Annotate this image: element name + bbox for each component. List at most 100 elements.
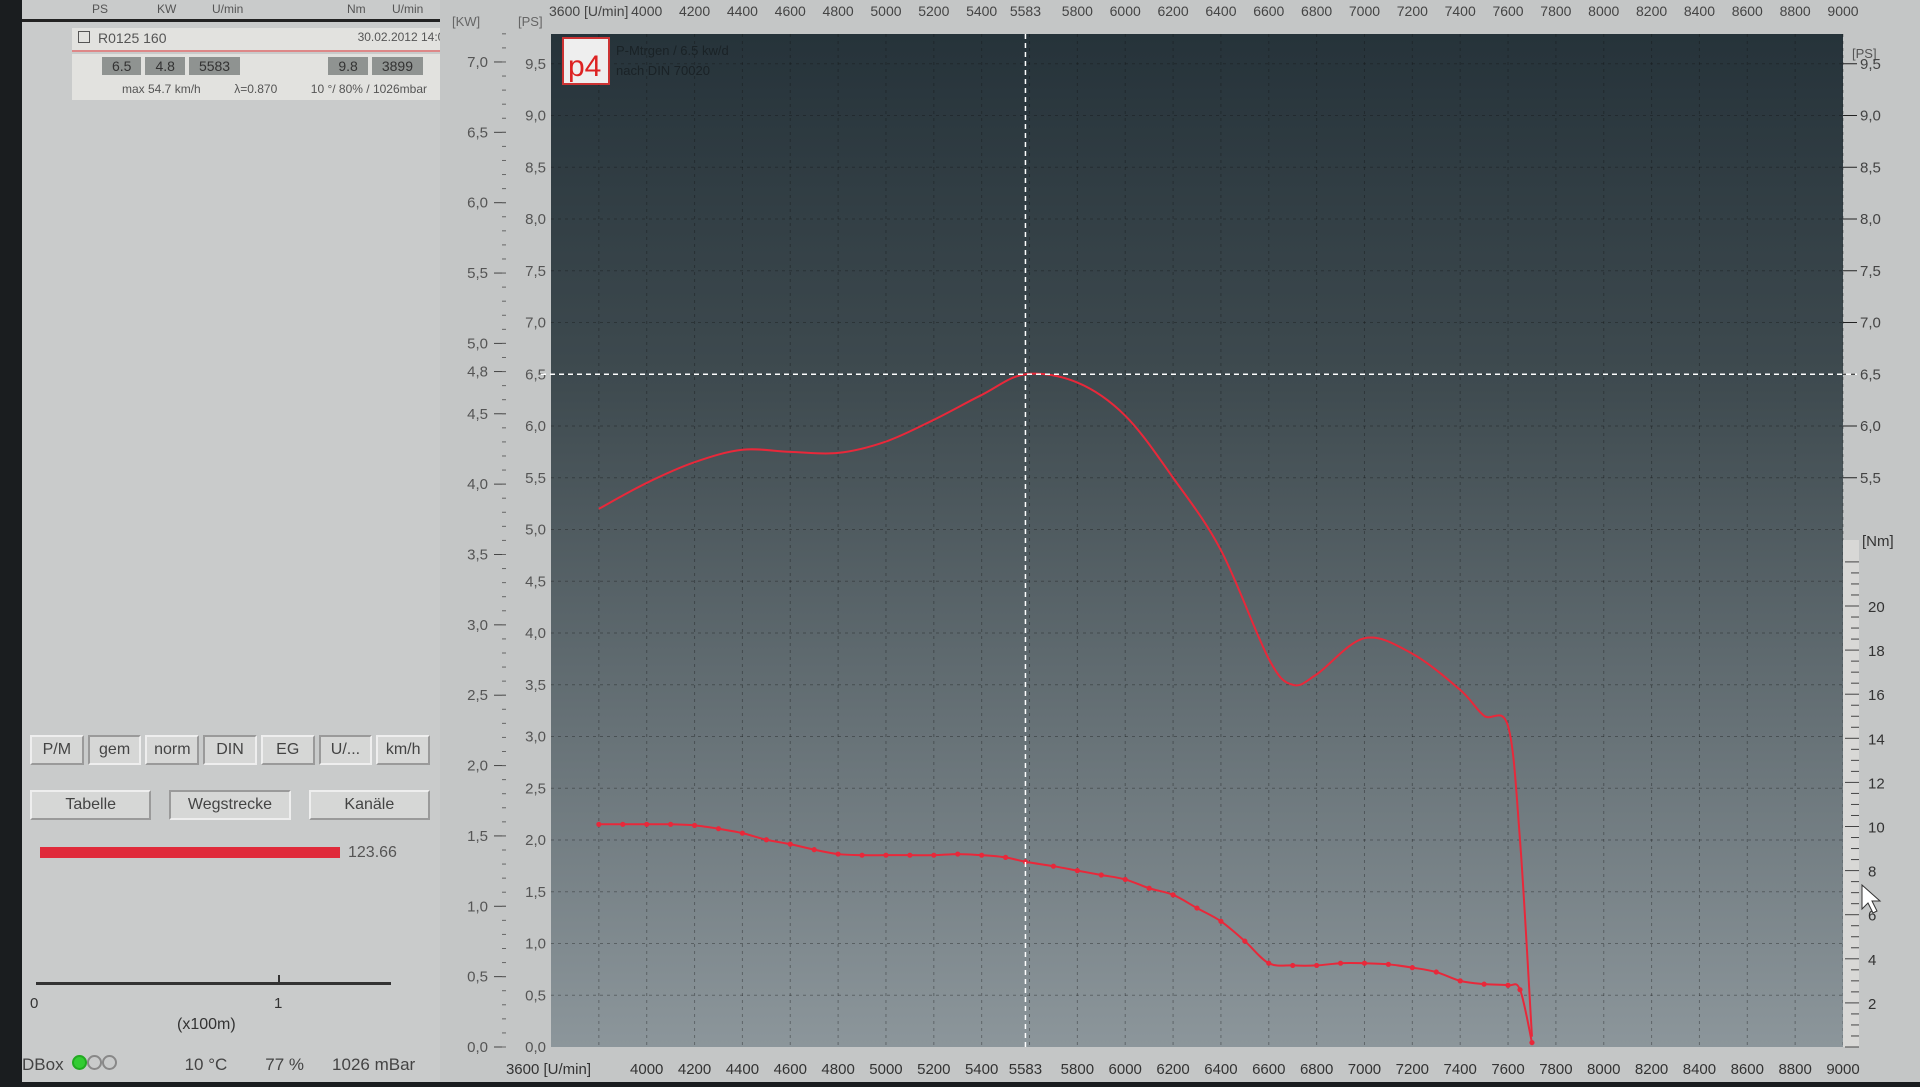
torque-point bbox=[1098, 872, 1104, 878]
pressure: 1026 mBar bbox=[332, 1055, 416, 1074]
torque-point bbox=[1517, 987, 1523, 993]
lambda: λ=0.870 bbox=[234, 82, 278, 96]
torque-point bbox=[1409, 965, 1415, 971]
plot-area[interactable] bbox=[551, 34, 1843, 1047]
x-tick-label-bottom: 7400 bbox=[1443, 1061, 1476, 1078]
x-tick-label-bottom: 9000 bbox=[1826, 1061, 1859, 1078]
ps-tick-label: 7,0 bbox=[525, 315, 546, 332]
rpm-button[interactable]: U/... bbox=[318, 735, 373, 765]
x-tick-label-bottom: 4200 bbox=[678, 1061, 711, 1078]
connection-leds bbox=[71, 1055, 117, 1075]
x-tick-label-bottom: 7800 bbox=[1539, 1061, 1572, 1078]
ps-tick-label: 4,0 bbox=[525, 625, 546, 642]
ps-tick-label: 8,0 bbox=[525, 211, 546, 228]
nm-tick-label: 16 bbox=[1868, 687, 1885, 704]
x-tick-label-bottom: 4000 bbox=[630, 1061, 663, 1078]
ps-right-tick-label: 7,0 bbox=[1860, 315, 1881, 332]
kw-tick-label: 1,5 bbox=[467, 828, 488, 845]
ps-tick-label: 6,5 bbox=[525, 366, 546, 383]
x-tick-label-top: 8000 bbox=[1588, 3, 1619, 19]
ps-tick-label: 0,5 bbox=[525, 987, 546, 1004]
ps-right-tick-label: 5,5 bbox=[1860, 470, 1881, 487]
kw-tick-label: 5,5 bbox=[467, 265, 488, 282]
torque-point bbox=[1290, 962, 1296, 969]
nm-tick-label: 8 bbox=[1868, 864, 1876, 881]
torque-point bbox=[1170, 892, 1176, 898]
tab-tabelle[interactable]: Tabelle bbox=[30, 790, 152, 820]
torque-point bbox=[763, 837, 769, 843]
kw-tick-label: 6,0 bbox=[467, 195, 488, 212]
ps-tick-label: 4,5 bbox=[525, 573, 546, 590]
led-off-icon bbox=[86, 1055, 102, 1070]
x-tick-label-bottom: 7200 bbox=[1396, 1061, 1429, 1078]
x-tick-label-top: 4600 bbox=[775, 3, 806, 19]
record-values: 6.5 4.8 5583 9.8 3899 bbox=[72, 54, 457, 80]
kw-tick-label: 5,0 bbox=[467, 335, 488, 352]
distance-bar bbox=[40, 847, 340, 858]
torque-point bbox=[1385, 961, 1392, 967]
kmh-button[interactable]: km/h bbox=[376, 735, 431, 765]
record-row[interactable]: R0125 160 30.02.2012 14:01 bbox=[72, 28, 457, 52]
ps-tick-label: 6,0 bbox=[525, 418, 546, 435]
pm-button[interactable]: P/M bbox=[30, 735, 84, 765]
temperature: 10 °C bbox=[184, 1055, 228, 1074]
x-tick-label-top: 3600 [U/min] bbox=[549, 3, 628, 19]
logo-caption: nach DIN 70020 bbox=[616, 63, 710, 78]
ps-tick-label: 7,5 bbox=[525, 263, 546, 280]
mode-buttons: P/M gem norm DIN EG U/... km/h bbox=[30, 735, 431, 765]
distance-unit: (x100m) bbox=[177, 1016, 236, 1033]
torque-point bbox=[1194, 905, 1200, 911]
torque-point bbox=[1337, 960, 1344, 966]
torque-point bbox=[1266, 960, 1272, 966]
dbox-label: DBox bbox=[22, 1055, 64, 1074]
x-tick-label-bottom: 5800 bbox=[1061, 1061, 1094, 1078]
record-checkbox[interactable] bbox=[78, 31, 90, 43]
x-tick-label-bottom: 5000 bbox=[869, 1061, 902, 1078]
ps-tick-label: 3,0 bbox=[525, 729, 546, 746]
x-tick-label-top: 7000 bbox=[1349, 3, 1380, 19]
din-button[interactable]: DIN bbox=[203, 735, 257, 765]
led-green-icon bbox=[71, 1055, 87, 1070]
max-ps: 6.5 bbox=[102, 57, 142, 75]
torque-point bbox=[1122, 876, 1128, 883]
x-tick-label-top: 8800 bbox=[1780, 3, 1811, 19]
x-tick-label-top: 4400 bbox=[727, 3, 758, 19]
distance-axis-tick bbox=[278, 975, 280, 985]
record-info: max 54.7 km/h λ=0.870 10 °/ 80% / 1026mb… bbox=[72, 80, 457, 100]
norm-button[interactable]: norm bbox=[145, 735, 200, 765]
gem-button[interactable]: gem bbox=[87, 735, 142, 765]
max-speed: max 54.7 km/h bbox=[122, 82, 201, 96]
ps-tick-label: 8,5 bbox=[525, 159, 546, 176]
x-tick-label-bottom: 8200 bbox=[1635, 1061, 1668, 1078]
x-tick-label-top: 5800 bbox=[1062, 3, 1093, 19]
ps-right-tick-label: 7,5 bbox=[1860, 263, 1881, 280]
nm-tick-label: 10 bbox=[1868, 820, 1885, 837]
kw-tick-label: 4,5 bbox=[467, 406, 488, 423]
conditions: 10 °/ 80% / 1026mbar bbox=[310, 82, 427, 96]
ps-tick-label: 9,0 bbox=[525, 108, 546, 125]
x-tick-label-bottom: 6000 bbox=[1109, 1061, 1142, 1078]
kw-tick-label: 0,5 bbox=[467, 969, 488, 986]
x-tick-label-top: 7400 bbox=[1445, 3, 1476, 19]
x-tick-label-top: 6400 bbox=[1205, 3, 1236, 19]
x-tick-label-top: 5200 bbox=[918, 3, 949, 19]
torque-point bbox=[883, 852, 889, 858]
x-tick-label-bottom: 5583 bbox=[1009, 1061, 1042, 1078]
record-date: 30.02.2012 14:01 bbox=[357, 30, 451, 44]
chart-svg[interactable]: 3600 [U/min]3600 [U/min]4000400042004200… bbox=[440, 0, 1920, 1082]
ps-right-tick-label: 6,0 bbox=[1860, 418, 1881, 435]
x-tick-label-bottom: 5400 bbox=[965, 1061, 998, 1078]
col-kw: KW bbox=[157, 2, 177, 16]
tab-wegstrecke[interactable]: Wegstrecke bbox=[169, 790, 291, 820]
torque-point bbox=[739, 830, 746, 836]
record-name: R0125 160 bbox=[98, 30, 167, 46]
ps-tick-label: 1,0 bbox=[525, 936, 546, 953]
kw-tick-label: 2,5 bbox=[467, 687, 488, 704]
tab-kanaele[interactable]: Kanäle bbox=[308, 790, 430, 820]
ps-tick-label: 2,0 bbox=[525, 832, 546, 849]
humidity: 77 % bbox=[265, 1055, 305, 1074]
eg-button[interactable]: EG bbox=[260, 735, 315, 765]
ps-right-axis-label: [PS] bbox=[1852, 46, 1877, 61]
max-kw: 4.8 bbox=[145, 57, 185, 75]
torque-point bbox=[1074, 868, 1080, 874]
